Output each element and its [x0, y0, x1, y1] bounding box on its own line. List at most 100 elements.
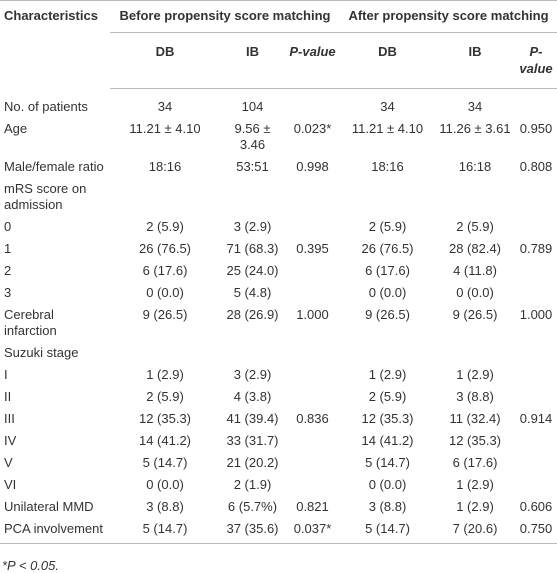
table-cell: 11 (32.4) [449, 411, 501, 426]
table-cell: 1 (2.9) [456, 477, 494, 492]
table-row: 3 0 (0.0) 5 (4.8) 0 (0.0) 0 (0.0) [0, 282, 557, 304]
table-cell: 12 (35.3) [361, 411, 414, 426]
table-cell [285, 386, 340, 408]
table-cell [285, 282, 340, 304]
table-cell: 33 (31.7) [226, 433, 279, 448]
table-cell: 0.998 [296, 159, 329, 174]
table-cell [110, 178, 220, 216]
table-cell: 0 (0.0) [368, 477, 407, 492]
table-cell: 5 (14.7) [365, 521, 410, 536]
sub-header-cell: DB [340, 32, 435, 89]
header-cell: After propensity score matching [340, 0, 557, 33]
table-cell: 41 (39.4) [226, 411, 279, 426]
table-cell: 25 (24.0) [226, 263, 279, 278]
table-cell: 3 (8.8) [368, 499, 407, 514]
table-cell [435, 178, 515, 216]
table-cell: 5 (14.7) [142, 521, 188, 536]
table-cell [110, 342, 220, 364]
table-cell [435, 342, 515, 364]
table-cell: 5 (4.8) [233, 285, 272, 300]
table-cell: 6 (17.6) [365, 263, 410, 278]
table-cell: PCA involvement [4, 521, 103, 536]
table-cell: 18:16 [371, 159, 404, 174]
table-row: Suzuki stage [0, 342, 557, 364]
table-cell: 34 [157, 99, 173, 114]
table-cell: 1 [4, 241, 12, 256]
table-row: PCA involvement 5 (14.7) 37 (35.6) 0.037* 5 … [0, 518, 557, 544]
table-cell: 1 (2.9) [456, 367, 494, 382]
table-cell [285, 216, 340, 238]
table-cell: 0.808 [519, 159, 553, 174]
table-cell [340, 178, 435, 216]
table-cell [515, 282, 557, 304]
table-cell: 3 (2.9) [233, 219, 272, 234]
table-cell: 0.836 [296, 411, 329, 426]
table-row: Male/female ratio 18:16 53:51 0.998 18:16 16:… [0, 156, 557, 178]
table-cell: 53:51 [236, 159, 269, 174]
table-cell [515, 430, 557, 452]
table-cell [515, 474, 557, 496]
table-row: Unilateral MMD 3 (8.8) 6 (5.7%) 0.821 3 (8.8… [0, 496, 557, 518]
table-cell: 2 (5.9) [456, 219, 494, 234]
table-cell: 4 (11.8) [453, 263, 497, 278]
table-cell: 0.821 [296, 499, 329, 514]
table-cell: 9 (26.5) [365, 307, 410, 322]
table-cell: Male/female ratio [4, 159, 104, 174]
table-cell: 28 (26.9) [226, 307, 279, 322]
table-cell: 11.26 ± 3.61 [439, 121, 511, 136]
table-cell: V [4, 455, 13, 470]
table-cell: 0 (0.0) [368, 285, 407, 300]
table-row: V 5 (14.7) 21 (20.2) 5 (14.7) 6 (17.6) [0, 452, 557, 474]
table-cell: 3 (8.8) [456, 389, 494, 404]
table-cell: 37 (35.6) [226, 521, 279, 536]
table-cell: 34 [380, 99, 395, 114]
table-cell: 0.750 [519, 521, 553, 536]
table-cell [285, 178, 340, 216]
table-cell: 6 (17.6) [142, 263, 188, 278]
table-cell: 0.950 [519, 121, 553, 136]
table-cell: 0 (0.0) [456, 285, 494, 300]
table-cell [285, 342, 340, 364]
table-cell [220, 342, 285, 364]
sub-header-cell: IB [435, 32, 515, 89]
table-cell: 4 (3.8) [233, 389, 272, 404]
table-cell: 14 (41.2) [138, 433, 192, 448]
table-cell: 16:18 [458, 159, 492, 174]
table-cell: 6 (5.7%) [227, 499, 278, 514]
table-cell: 6 (17.6) [452, 455, 498, 470]
table-cell: 2 [4, 263, 12, 278]
table-cell: Unilateral MMD [4, 499, 94, 514]
table-row: IV 14 (41.2) 33 (31.7) 14 (41.2) 12 (35.3) [0, 430, 557, 452]
table-cell: 11.21 ± 4.10 [351, 121, 424, 136]
table-cell: mRS score on admission [4, 181, 87, 212]
table-cell: 9.56 ± 3.46 [234, 121, 271, 152]
table-cell: 34 [467, 99, 483, 114]
table-row: Cerebral infarction 9 (26.5) 28 (26.9) 1.00… [0, 304, 557, 342]
table-cell: 9 (26.5) [142, 307, 188, 322]
table-cell [220, 178, 285, 216]
table-row: mRS score on admission [0, 178, 557, 216]
table-cell [285, 89, 340, 119]
table-cell: 1 (2.9) [456, 499, 494, 514]
table-cell: 12 (35.3) [448, 433, 502, 448]
footnote: *P < 0.05. [2, 558, 59, 573]
table-cell [515, 89, 557, 119]
table-cell: II [4, 389, 12, 404]
table-cell: 26 (76.5) [138, 241, 192, 256]
table-cell [285, 452, 340, 474]
group-header-row: Characteristics Before propensity score … [0, 0, 557, 33]
table-cell: Age [4, 121, 28, 136]
table-cell: 11.21 ± 4.10 [129, 121, 201, 136]
table-cell: 18:16 [148, 159, 182, 174]
table-cell: 12 (35.3) [138, 411, 192, 426]
sub-header-cell: IB [220, 32, 285, 89]
table-row: III 12 (35.3) 41 (39.4) 0.836 12 (35.3) 11 (3… [0, 408, 557, 430]
table-cell: 3 (8.8) [146, 499, 184, 514]
header-cell: Before propensity score matching [110, 0, 340, 33]
table-cell: 2 (1.9) [233, 477, 272, 492]
table-cell [340, 342, 435, 364]
sub-header-row: DB IB P-value DB IB P-value [0, 32, 557, 89]
table-cell: 0.789 [519, 241, 553, 256]
table-cell: 0.606 [519, 499, 553, 514]
